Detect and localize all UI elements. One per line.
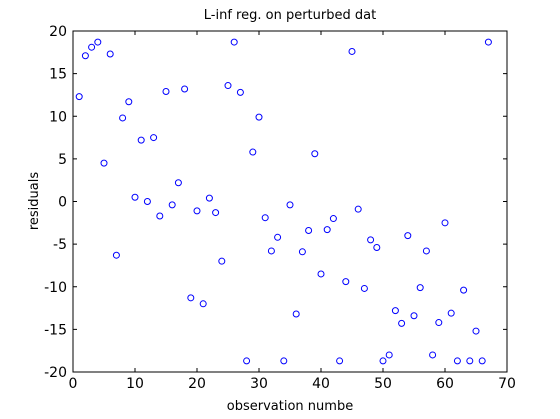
data-point — [435, 319, 443, 327]
data-point — [404, 232, 412, 240]
data-point — [100, 159, 108, 167]
data-point — [236, 88, 244, 96]
data-point — [255, 113, 263, 121]
data-point — [230, 38, 238, 46]
data-point — [174, 179, 182, 187]
data-point — [323, 226, 331, 234]
data-point — [466, 357, 474, 365]
data-point — [193, 207, 201, 215]
data-point — [305, 226, 313, 234]
data-point — [292, 310, 300, 318]
data-point — [478, 357, 486, 365]
data-point — [317, 270, 325, 278]
data-point — [429, 351, 437, 359]
data-point — [360, 284, 368, 292]
data-point — [453, 357, 461, 365]
data-point — [472, 327, 480, 335]
y-tick-label: -20 — [44, 365, 67, 381]
data-point — [274, 233, 282, 241]
y-axis-ticks: -20 -15 -10 -5 0 5 10 15 20 — [44, 24, 507, 381]
chart-title: L-inf reg. on perturbed dat — [204, 8, 376, 23]
data-point — [422, 247, 430, 255]
x-tick-label: 0 — [69, 376, 78, 392]
x-tick-label: 50 — [374, 376, 392, 392]
y-tick-label: 0 — [58, 195, 67, 211]
y-tick-label: -5 — [53, 237, 67, 253]
data-point — [298, 248, 306, 256]
data-point — [125, 98, 133, 106]
data-point — [342, 278, 350, 286]
x-tick-label: 30 — [250, 376, 268, 392]
data-point — [416, 284, 424, 292]
data-point — [143, 198, 151, 205]
x-tick-label: 40 — [312, 376, 330, 392]
data-point — [460, 286, 468, 294]
data-point — [348, 47, 356, 55]
data-point — [410, 312, 418, 320]
y-tick-label: 5 — [58, 152, 67, 168]
data-point — [218, 257, 226, 265]
data-point — [391, 307, 399, 315]
x-tick-label: 10 — [126, 376, 144, 392]
data-point — [150, 134, 158, 142]
x-tick-label: 60 — [436, 376, 454, 392]
data-point — [181, 85, 189, 93]
data-point — [373, 244, 381, 252]
data-point — [112, 251, 120, 259]
data-point — [286, 201, 294, 209]
data-point — [212, 209, 220, 217]
data-point — [243, 357, 251, 365]
y-axis-label: residuals — [27, 172, 42, 231]
data-point — [224, 82, 232, 90]
data-point — [81, 52, 89, 60]
data-point — [106, 50, 114, 58]
y-tick-label: -15 — [44, 322, 67, 338]
x-axis-label: observation numbe — [227, 399, 353, 414]
data-point — [354, 205, 362, 213]
data-point — [156, 212, 164, 220]
data-point — [261, 214, 269, 222]
data-point — [131, 193, 139, 201]
data-point — [267, 247, 275, 255]
data-point — [205, 194, 213, 202]
data-points — [75, 38, 492, 365]
data-point — [447, 309, 455, 317]
data-point — [199, 300, 207, 308]
data-point — [280, 357, 288, 365]
data-point — [367, 236, 375, 244]
data-point — [162, 88, 170, 96]
data-point — [484, 38, 492, 46]
data-point — [168, 201, 176, 209]
data-point — [119, 114, 127, 122]
x-tick-label: 70 — [498, 376, 516, 392]
data-point — [311, 150, 319, 158]
data-point — [249, 148, 257, 156]
x-tick-label: 20 — [188, 376, 206, 392]
y-tick-label: -10 — [44, 280, 67, 296]
data-point — [336, 357, 344, 365]
data-point — [187, 294, 195, 302]
data-point — [88, 43, 96, 51]
data-point — [379, 357, 387, 365]
data-point — [137, 136, 145, 144]
data-point — [398, 319, 406, 327]
x-axis-ticks: 0 10 20 30 40 50 60 70 — [69, 31, 516, 392]
data-point — [385, 351, 393, 359]
data-point — [94, 38, 102, 46]
y-tick-label: 15 — [49, 67, 67, 83]
data-point — [441, 219, 449, 227]
y-tick-label: 20 — [49, 24, 67, 40]
y-tick-label: 10 — [49, 109, 67, 125]
data-point — [329, 215, 337, 223]
data-point — [75, 93, 83, 101]
